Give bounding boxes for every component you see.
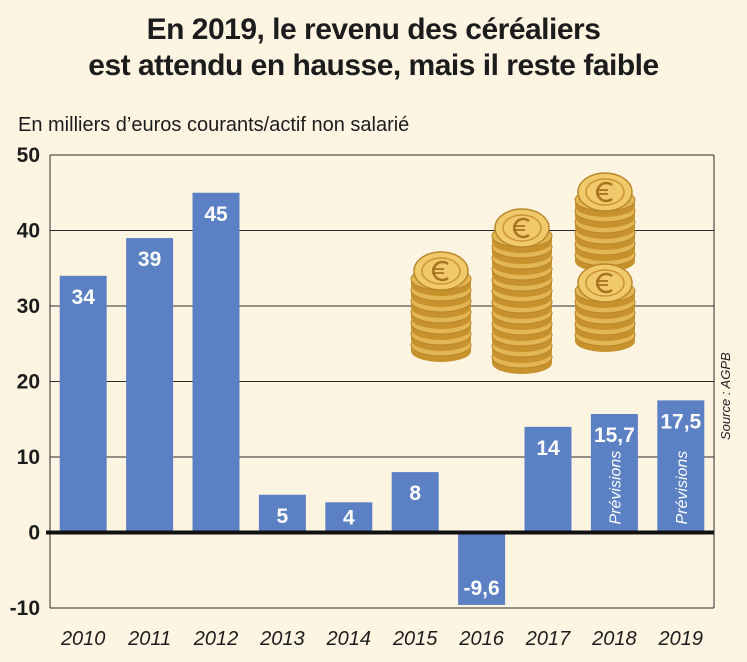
euro-coin-icon [596, 272, 613, 294]
coin-rim [585, 269, 625, 297]
bar-2014 [325, 502, 373, 533]
coin-stack [574, 172, 636, 272]
bar-2013 [258, 494, 306, 533]
coin-stack [574, 263, 636, 352]
bar-2016 [458, 532, 506, 605]
value-label-2012: 45 [204, 203, 228, 226]
coin-rim [585, 178, 625, 206]
value-label-2011: 39 [138, 248, 161, 271]
value-label-2010: 34 [72, 286, 96, 309]
bar-2015 [391, 472, 439, 533]
bar-2017 [524, 426, 572, 533]
x-tick-label: 2016 [458, 628, 504, 650]
bar-2011 [126, 238, 174, 533]
y-tick-label: -10 [10, 597, 40, 620]
x-tick-label: 2014 [326, 628, 372, 650]
bar-2012 [192, 192, 240, 533]
euro-coin-icon [513, 217, 530, 239]
chart-title-line-1: En 2019, le revenu des céréaliers [146, 13, 601, 46]
source-note: Source : AGPB [718, 352, 733, 440]
coin-rim [502, 214, 542, 242]
x-tick-label: 2017 [525, 628, 571, 650]
bars [59, 192, 705, 605]
y-tick-label: 40 [17, 220, 40, 243]
chart-subtitle: En milliers d’euros courants/actif non s… [18, 114, 410, 136]
y-tick-label: 30 [17, 295, 40, 318]
x-tick-label: 2012 [193, 628, 239, 650]
coin-rim [421, 257, 461, 285]
chart-title-line-2: est attendu en hausse, mais il reste fai… [88, 49, 659, 82]
euro-coin-icon [596, 181, 613, 203]
bar-2019 [657, 400, 705, 533]
coin-stack [410, 251, 472, 362]
value-label-2015: 8 [409, 482, 421, 505]
value-label-2014: 4 [343, 506, 355, 529]
x-tick-label: 2010 [60, 628, 106, 650]
x-tick-label: 2015 [392, 628, 438, 650]
bar-2018 [590, 413, 638, 533]
value-label-2016: -9,6 [464, 577, 500, 600]
y-tick-label: 0 [28, 522, 40, 545]
y-tick-label: 20 [17, 371, 40, 394]
x-tick-label: 2013 [259, 628, 305, 650]
value-label-2019: 17,5 [660, 410, 701, 433]
value-label-2018: 15,7 [594, 424, 635, 447]
value-label-2017: 14 [536, 437, 560, 460]
forecast-label-2019: Prévisions [674, 451, 691, 525]
value-label-2013: 5 [277, 505, 289, 528]
x-tick-label: 2019 [658, 628, 704, 650]
y-axis-tick-labels: 50 40 30 20 10 0 -10 [10, 144, 40, 620]
y-tick-label: 50 [17, 144, 40, 167]
y-tick-label: 10 [17, 446, 40, 469]
x-axis-tick-labels: 2010 2011 2012 2013 2014 2015 2016 2017 2018 2019 [60, 628, 703, 650]
bar-2010 [59, 275, 107, 533]
bar-value-labels: 34 39 45 5 4 8 -9,6 14 15,7 Prévisions 17,5 Prévisi… [72, 203, 702, 600]
coin-stack [491, 208, 553, 374]
euro-coin-icon [432, 260, 449, 282]
chart-title: En 2019, le revenu des céréaliers est at… [0, 12, 747, 84]
x-tick-label: 2018 [591, 628, 637, 650]
forecast-label-2018: Prévisions [607, 451, 624, 525]
coin-stacks-illustration [410, 172, 636, 374]
x-tick-label: 2011 [127, 628, 171, 650]
